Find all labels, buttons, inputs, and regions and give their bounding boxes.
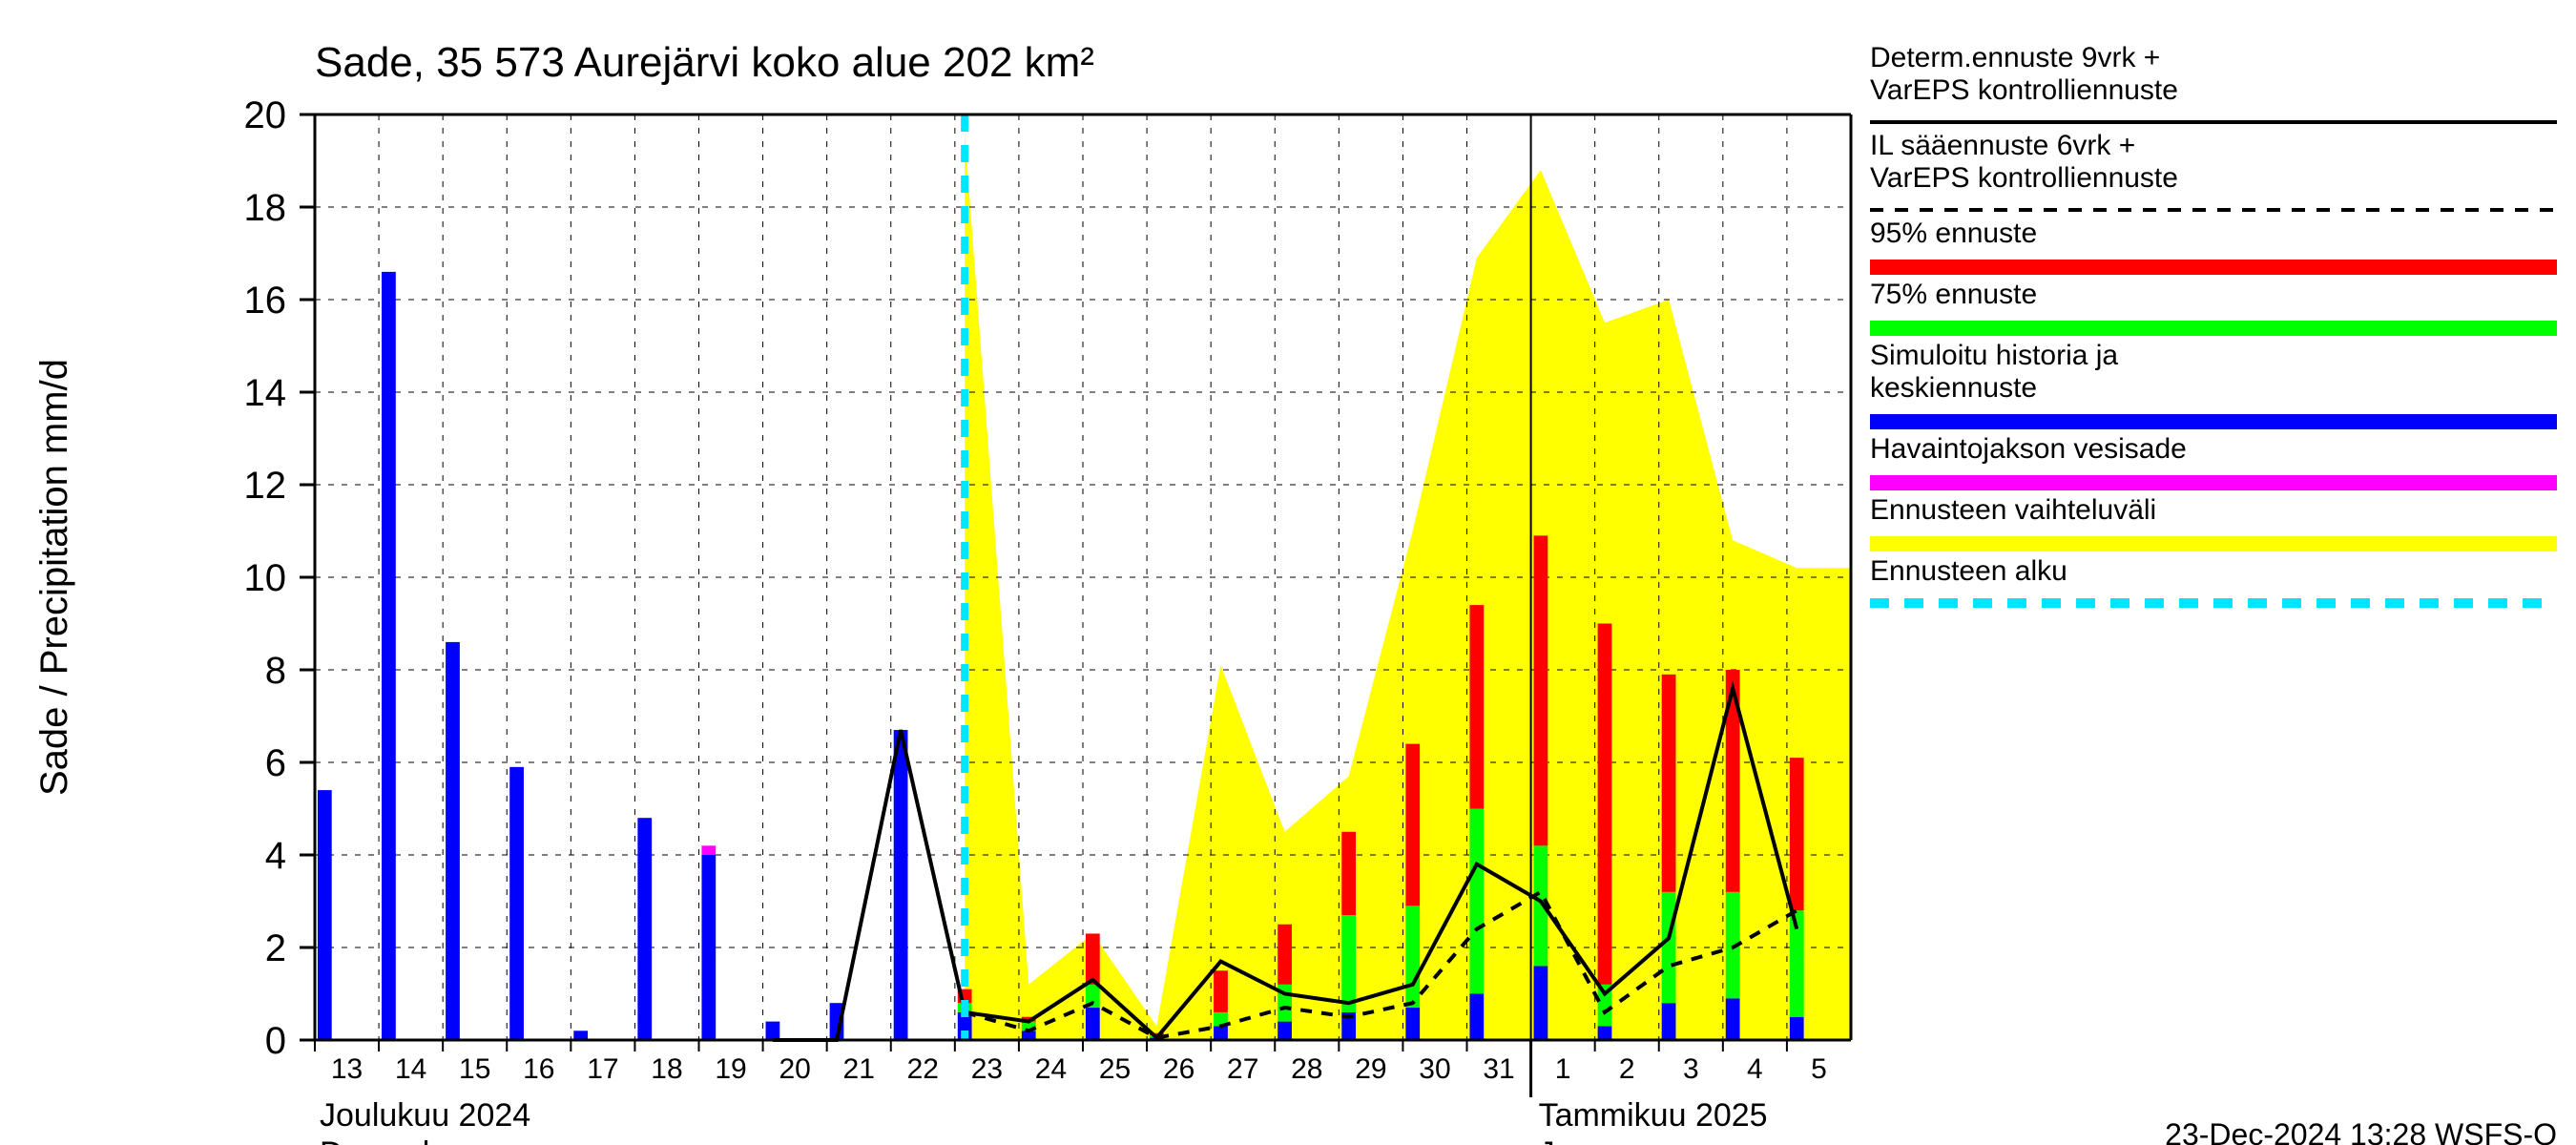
x-tick-label: 15: [459, 1053, 490, 1085]
x-tick-label: 4: [1747, 1053, 1763, 1085]
y-tick-label: 4: [265, 835, 286, 877]
bar-green: [1469, 809, 1484, 994]
legend-label: Determ.ennuste 9vrk +: [1870, 42, 2160, 73]
y-tick-label: 0: [265, 1020, 286, 1062]
legend-swatch: [1870, 321, 2557, 336]
y-tick-label: 16: [244, 280, 287, 322]
x-tick-label: 2: [1619, 1053, 1635, 1085]
x-tick-label: 27: [1227, 1053, 1258, 1085]
bar-green: [1405, 906, 1420, 1008]
y-axis-label: Sade / Precipitation mm/d: [33, 359, 75, 796]
bar-blue: [894, 730, 908, 1040]
bar-blue: [446, 642, 460, 1040]
x-tick-label: 26: [1163, 1053, 1195, 1085]
bar-blue: [701, 855, 716, 1040]
y-tick-label: 12: [244, 465, 287, 507]
bar-blue: [509, 767, 524, 1040]
bar-blue: [1469, 994, 1484, 1041]
bar-blue: [1790, 1017, 1804, 1040]
bar-blue: [1405, 1008, 1420, 1040]
bar-blue: [382, 272, 396, 1040]
bar-blue: [637, 818, 652, 1040]
bar-blue: [1726, 998, 1740, 1040]
x-tick-label: 25: [1099, 1053, 1131, 1085]
month-label-jan-fi: Tammikuu 2025: [1539, 1097, 1768, 1134]
y-tick-label: 18: [244, 187, 287, 229]
x-tick-label: 24: [1035, 1053, 1067, 1085]
legend-label: 75% ennuste: [1870, 279, 2037, 310]
bar-red: [1405, 744, 1420, 906]
bar-red: [1790, 758, 1804, 910]
bar-blue: [1278, 1022, 1292, 1040]
bar-green: [1662, 892, 1676, 1003]
legend-label: VarEPS kontrolliennuste: [1870, 162, 2178, 194]
chart-title: Sade, 35 573 Aurejärvi koko alue 202 km²: [315, 39, 1094, 86]
legend-label: Havaintojakson vesisade: [1870, 433, 2187, 465]
legend-label: Ennusteen vaihteluväli: [1870, 494, 2156, 526]
footer-timestamp: 23-Dec-2024 13:28 WSFS-O: [2165, 1117, 2557, 1145]
x-tick-label: 23: [971, 1053, 1003, 1085]
legend-label: Ennusteen alku: [1870, 555, 2067, 587]
legend-label: keskiennuste: [1870, 372, 2037, 404]
bar-blue: [1086, 1008, 1100, 1040]
x-tick-label: 19: [715, 1053, 746, 1085]
bar-blue: [1534, 966, 1548, 1040]
x-tick-label: 1: [1555, 1053, 1571, 1085]
x-tick-label: 5: [1811, 1053, 1827, 1085]
legend-swatch: [1870, 414, 2557, 429]
legend-label: Simuloitu historia ja: [1870, 340, 2118, 371]
y-tick-label: 20: [244, 94, 287, 136]
precipitation-chart: 0246810121416182013141516171819202122232…: [0, 0, 2576, 1145]
legend-swatch: [1870, 475, 2557, 490]
bar-blue: [1662, 1003, 1676, 1040]
y-tick-label: 6: [265, 742, 286, 784]
bar-blue: [1214, 1026, 1228, 1040]
bar-red: [1086, 933, 1100, 984]
x-tick-label: 17: [587, 1053, 618, 1085]
chart-svg: 0246810121416182013141516171819202122232…: [0, 0, 2576, 1145]
x-tick-label: 16: [523, 1053, 554, 1085]
bar-red: [1214, 970, 1228, 1012]
legend-label: IL sääennuste 6vrk +: [1870, 130, 2135, 161]
bar-red: [1341, 832, 1356, 915]
x-tick-label: 21: [843, 1053, 875, 1085]
month-label-dec-en: December: [320, 1135, 469, 1145]
x-tick-label: 3: [1683, 1053, 1699, 1085]
bar-green: [1341, 915, 1356, 1012]
bar-red: [1278, 925, 1292, 985]
month-label-jan-en: January: [1539, 1135, 1654, 1145]
bar-red: [1469, 605, 1484, 808]
bar-magenta: [701, 845, 716, 855]
bar-blue: [1598, 1026, 1612, 1040]
legend-swatch: [1870, 536, 2557, 552]
y-tick-label: 2: [265, 927, 286, 969]
bar-blue: [318, 790, 332, 1040]
legend-label: 95% ennuste: [1870, 218, 2037, 249]
x-tick-label: 20: [779, 1053, 810, 1085]
x-tick-label: 28: [1291, 1053, 1322, 1085]
x-tick-label: 22: [907, 1053, 939, 1085]
legend-swatch: [1870, 260, 2557, 275]
bar-red: [1534, 535, 1548, 845]
x-tick-label: 29: [1355, 1053, 1386, 1085]
x-tick-label: 14: [395, 1053, 426, 1085]
month-label-dec-fi: Joulukuu 2024: [320, 1097, 530, 1134]
bar-blue: [766, 1022, 780, 1040]
y-tick-label: 8: [265, 650, 286, 692]
bar-red: [1662, 675, 1676, 892]
y-tick-label: 10: [244, 557, 287, 599]
x-tick-label: 13: [331, 1053, 363, 1085]
x-tick-label: 30: [1419, 1053, 1450, 1085]
x-tick-label: 31: [1483, 1053, 1514, 1085]
legend-label: VarEPS kontrolliennuste: [1870, 74, 2178, 106]
y-tick-label: 14: [244, 372, 287, 414]
x-tick-label: 18: [651, 1053, 682, 1085]
bar-red: [1598, 624, 1612, 985]
